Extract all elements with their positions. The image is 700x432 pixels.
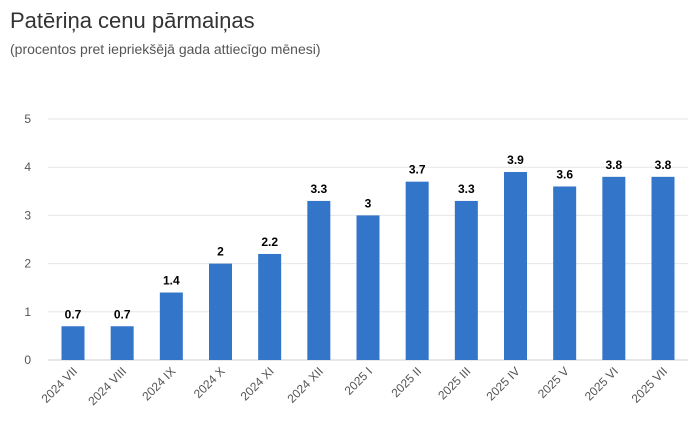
- x-tick-label: 2025 III: [435, 364, 473, 402]
- bar: [159, 292, 183, 360]
- x-tick-label: 2025 I: [342, 364, 375, 397]
- bar: [504, 172, 527, 360]
- chart-subtitle: (procentos pret iepriekšējā gada attiecī…: [10, 41, 321, 57]
- x-tick-label: 2024 XI: [238, 364, 277, 403]
- data-labels: 0.7 0.7 1.4 2 2.2 3.3 3 3.7 3.3 3.9 3.6 3.8 3.8: [65, 153, 672, 321]
- x-tick-label: 2024 XII: [284, 364, 326, 406]
- bar-data-label: 3: [365, 196, 372, 210]
- x-tick-label: 2025 II: [388, 364, 424, 400]
- bar: [209, 263, 232, 360]
- x-tick-label: 2025 V: [535, 364, 572, 401]
- y-axis-ticks: 0 1 2 3 4 5: [24, 112, 31, 367]
- x-tick-label: 2025 VII: [629, 364, 671, 406]
- bar-data-label: 3.9: [507, 153, 524, 167]
- bars: [61, 172, 675, 360]
- bar-data-label: 0.7: [114, 307, 131, 321]
- bar: [110, 326, 134, 360]
- bar: [651, 176, 675, 360]
- bar: [61, 326, 85, 360]
- bar-data-label: 0.7: [65, 307, 82, 321]
- bar: [553, 186, 577, 360]
- bar: [307, 200, 331, 360]
- bar-data-label: 3.3: [310, 182, 327, 196]
- y-tick-label: 4: [24, 160, 31, 174]
- x-tick-label: 2025 IV: [483, 364, 522, 403]
- bar-data-label: 3.7: [409, 163, 426, 177]
- x-tick-label: 2024 VIII: [85, 364, 129, 408]
- bar: [454, 200, 478, 360]
- x-tick-label: 2025 VI: [582, 364, 621, 403]
- bar-data-label: 1.4: [163, 274, 180, 288]
- bar: [602, 176, 626, 360]
- bar-data-label: 3.6: [556, 167, 573, 181]
- bar: [356, 215, 380, 360]
- bar-data-label: 3.8: [655, 158, 672, 172]
- chart-title: Patēriņa cenu pārmaiņas: [10, 8, 255, 33]
- bar-data-label: 2: [217, 245, 224, 259]
- y-tick-label: 3: [24, 208, 31, 222]
- y-tick-label: 2: [24, 257, 31, 271]
- x-axis-ticks: 2024 VII 2024 VIII 2024 IX 2024 X 2024 XI 202…: [39, 364, 671, 408]
- y-tick-label: 1: [24, 305, 31, 319]
- bar-data-label: 3.3: [458, 182, 475, 196]
- bar-data-label: 3.8: [605, 158, 622, 172]
- y-tick-label: 0: [24, 353, 31, 367]
- bar: [258, 253, 282, 360]
- x-tick-label: 2024 IX: [139, 364, 178, 403]
- y-tick-label: 5: [24, 112, 31, 126]
- bar: [405, 181, 429, 360]
- x-tick-label: 2024 X: [191, 364, 228, 401]
- bar-data-label: 2.2: [261, 235, 278, 249]
- x-tick-label: 2024 VII: [39, 364, 81, 406]
